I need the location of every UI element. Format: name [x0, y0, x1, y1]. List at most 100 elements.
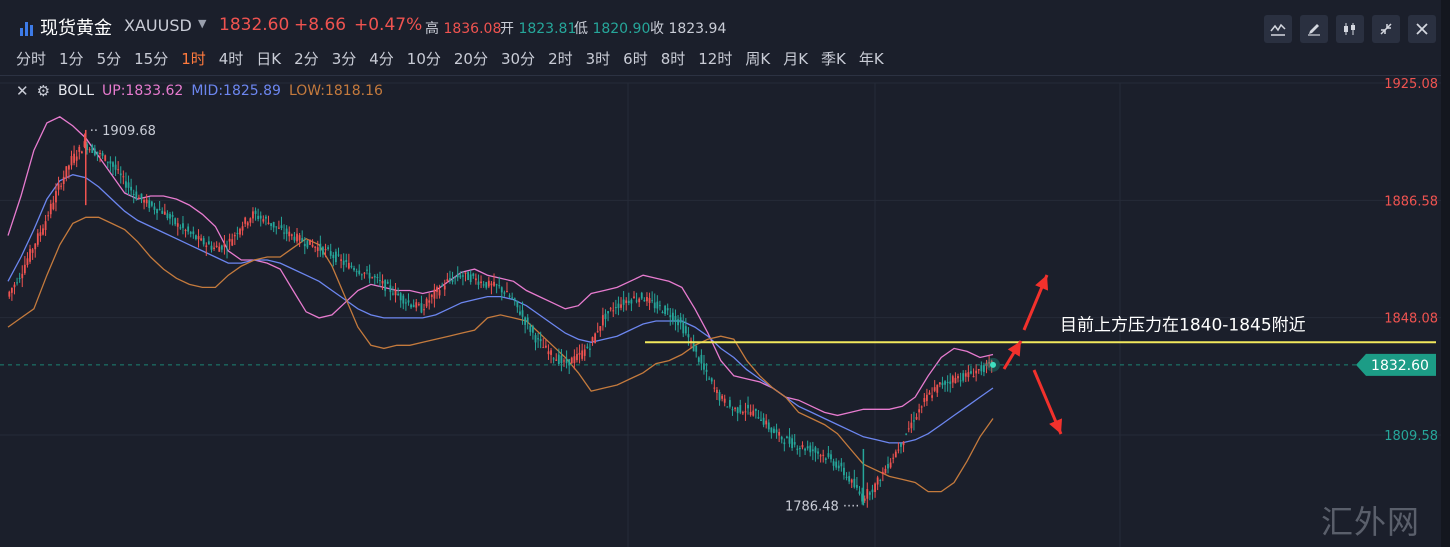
boll-mid-line	[7, 174, 994, 444]
interval-5[interactable]: 4时	[218, 49, 244, 68]
candle-body	[236, 232, 239, 234]
interval-4[interactable]: 1时	[181, 49, 206, 68]
instrument-symbol[interactable]: XAUUSD	[124, 16, 192, 35]
candle-body	[843, 467, 845, 476]
candle-body	[923, 398, 926, 402]
candle-body	[86, 144, 88, 151]
interval-13[interactable]: 2时	[548, 49, 573, 68]
candle-body	[130, 186, 133, 191]
close-icon[interactable]: ✕	[16, 82, 29, 100]
candle-body	[718, 392, 721, 401]
candle-body	[104, 155, 107, 161]
candle-body	[189, 232, 192, 234]
candle-body	[296, 233, 298, 242]
candle-body	[443, 285, 446, 290]
candle-body	[179, 227, 182, 229]
line-chart-icon[interactable]	[1264, 15, 1292, 43]
candle-body	[319, 243, 322, 251]
candle-body	[692, 341, 695, 352]
candlestick-icon[interactable]	[1336, 15, 1364, 43]
chevron-down-icon[interactable]: ▼	[198, 17, 207, 30]
candle-body	[353, 267, 355, 271]
candle-body	[887, 463, 889, 469]
candle-body	[897, 449, 900, 451]
candle-body	[876, 477, 879, 485]
candle-body	[65, 166, 68, 179]
indicator-name[interactable]: BOLL	[58, 83, 95, 99]
gear-icon[interactable]: ⚙	[36, 82, 51, 100]
candle-body	[366, 269, 368, 271]
candle-body	[907, 428, 910, 430]
candle-body	[467, 272, 470, 281]
price-change: +8.66	[294, 15, 347, 35]
interval-1[interactable]: 1分	[59, 49, 84, 68]
interval-16[interactable]: 8时	[660, 49, 686, 68]
candle-body	[783, 442, 786, 445]
candle-body	[119, 173, 122, 176]
candle-body	[778, 431, 781, 436]
interval-11[interactable]: 20分	[453, 49, 488, 68]
interval-18[interactable]: 周K	[745, 49, 771, 68]
interval-19[interactable]: 月K	[783, 49, 809, 68]
candle-body	[786, 436, 788, 439]
candle-body	[23, 264, 26, 274]
candle-body	[285, 228, 288, 234]
candle-body	[171, 215, 174, 217]
interval-12[interactable]: 30分	[500, 49, 536, 68]
interval-17[interactable]: 12时	[698, 49, 733, 68]
candle-body	[363, 272, 366, 274]
interval-2[interactable]: 5分	[96, 49, 122, 68]
interval-3[interactable]: 15分	[134, 49, 169, 68]
candle-body	[871, 489, 874, 493]
candle-body	[441, 285, 444, 287]
interval-7[interactable]: 2分	[294, 49, 319, 68]
candle-body	[384, 280, 387, 291]
candle-body	[884, 468, 887, 474]
candle-body	[612, 310, 615, 312]
candle-body	[881, 471, 884, 474]
candle-body	[633, 296, 635, 299]
interval-14[interactable]: 3时	[585, 49, 611, 68]
candle-body	[726, 406, 729, 408]
candle-body	[892, 457, 895, 459]
interval-15[interactable]: 6时	[623, 49, 648, 68]
candle-body	[760, 419, 762, 422]
candle-body	[368, 272, 371, 279]
candle-body	[420, 303, 423, 313]
scrollbar[interactable]	[1441, 0, 1450, 547]
interval-20[interactable]: 季K	[821, 49, 846, 68]
pencil-icon[interactable]	[1300, 15, 1328, 43]
interval-8[interactable]: 3分	[331, 49, 357, 68]
bar-chart-icon	[16, 16, 36, 36]
low-stat: 低 1820.90	[574, 18, 650, 38]
boll-lower-line	[7, 216, 994, 493]
candle-body	[340, 259, 342, 261]
candle-body	[617, 303, 620, 309]
interval-10[interactable]: 10分	[406, 49, 441, 68]
candle-body	[879, 479, 882, 481]
shrink-icon[interactable]	[1372, 15, 1400, 43]
close-icon[interactable]	[1408, 15, 1436, 43]
interval-21[interactable]: 年K	[858, 49, 884, 68]
instrument-title[interactable]: 现货黄金	[40, 18, 112, 39]
interval-9[interactable]: 4分	[369, 49, 394, 68]
candle-body	[607, 311, 609, 314]
candle-body	[791, 438, 794, 449]
candle-body	[576, 354, 578, 361]
candle-body	[425, 298, 428, 307]
candle-body	[954, 377, 957, 384]
interval-6[interactable]: 日K	[256, 49, 282, 68]
candle-body	[132, 194, 135, 196]
candle-body	[599, 326, 602, 331]
candle-body	[635, 300, 638, 302]
candle-body	[596, 331, 599, 333]
arrow-up-head	[1035, 275, 1049, 291]
candle-body	[941, 382, 944, 386]
candle-body	[207, 241, 210, 245]
interval-0[interactable]: 分时	[16, 49, 47, 68]
candle-body	[280, 225, 283, 229]
candle-body	[519, 311, 521, 315]
last-price: 1832.60	[219, 15, 290, 35]
candle-body	[659, 305, 661, 307]
